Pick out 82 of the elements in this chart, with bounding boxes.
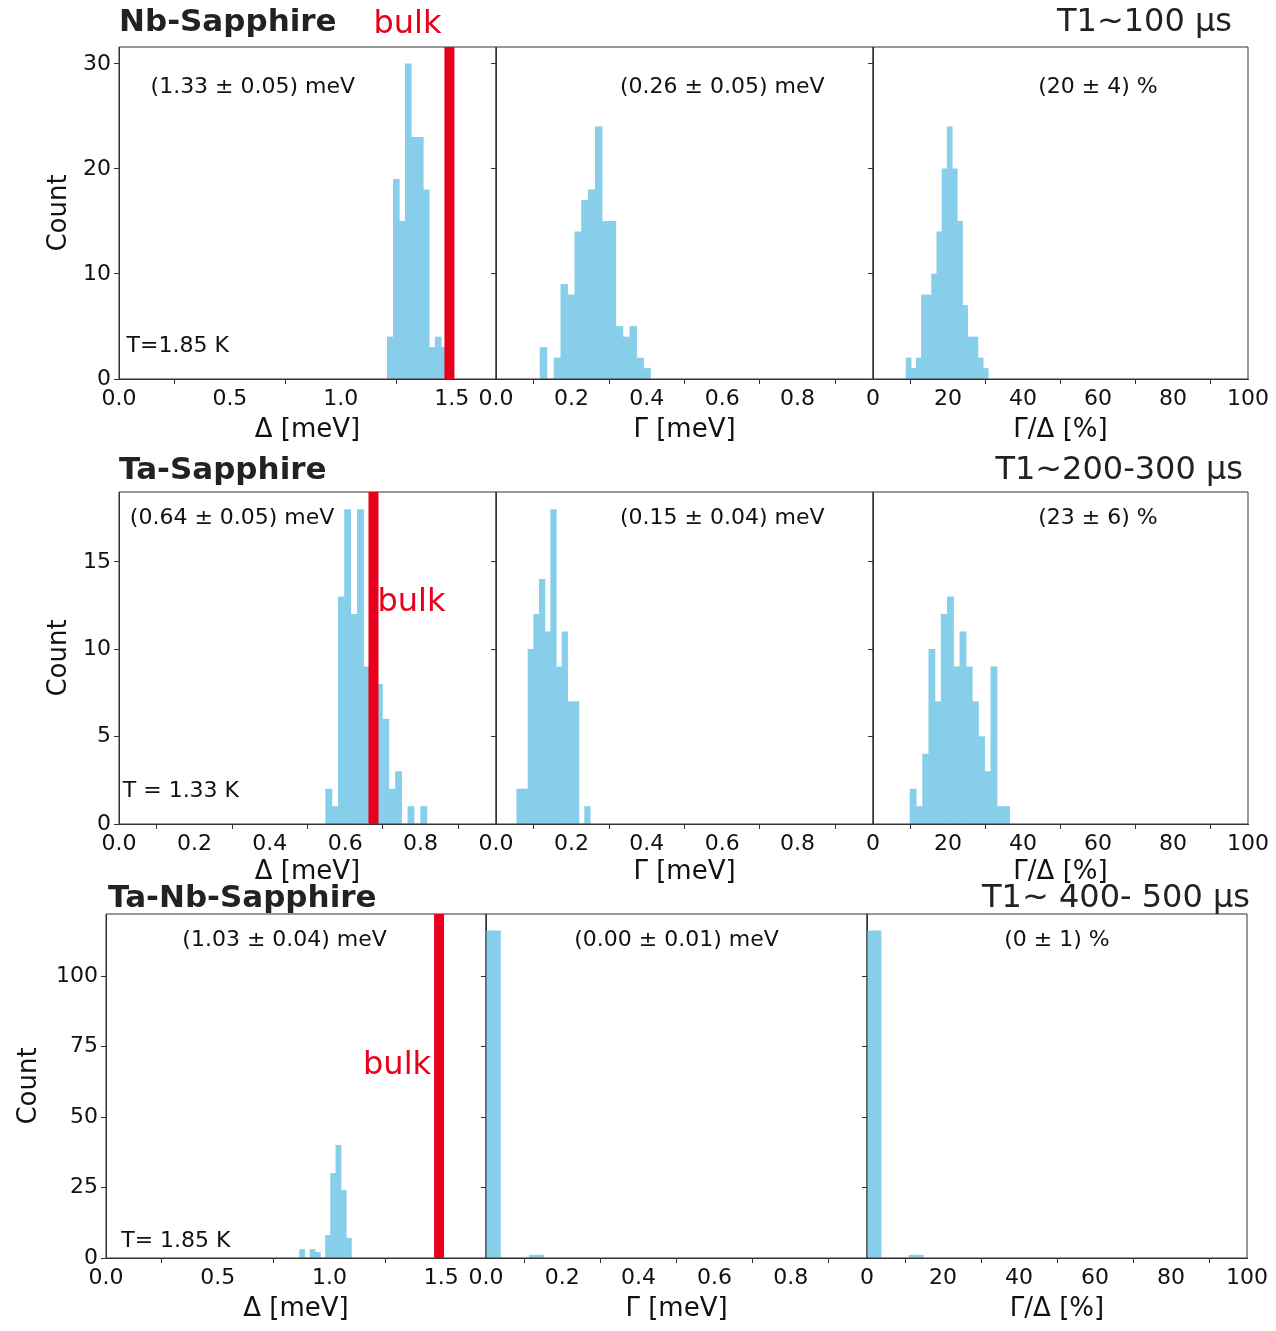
y-tick-label: 15 [83,547,111,573]
x-tick-label: 0.8 [780,384,816,410]
annotation: (23 ± 6) % [1038,504,1158,530]
x-tick-label: 0.0 [468,1263,504,1289]
x-tick-label: 0.8 [780,829,816,855]
x-tick-label: 40 [1009,384,1037,410]
y-tick-label: 20 [83,154,111,180]
x-tick-label: 80 [1157,1263,1185,1289]
x-tick-label: 20 [934,384,962,410]
x-tick-label: 0.6 [327,829,363,855]
y-tick-label: 10 [83,259,111,285]
x-tick-label: 0.2 [176,829,212,855]
x-axis-title: Γ [meV] [633,413,736,444]
x-axis-title: Δ [meV] [243,1292,349,1323]
x-tick-label: 0 [866,384,880,410]
x-tick-label: 0.4 [620,1263,656,1289]
x-tick-label: 100 [1226,1263,1268,1289]
x-tick-label: 20 [934,829,962,855]
x-tick-label: 0.2 [553,829,589,855]
x-tick-label: 0.4 [252,829,288,855]
x-tick-label: 0.8 [773,1263,809,1289]
x-axis-title: Γ/Δ [%] [1009,1292,1105,1323]
x-tick-label: 80 [1159,384,1187,410]
annotation: (1.33 ± 0.05) meV [150,72,356,98]
x-tick-label: 0.2 [553,384,589,410]
chart-title: Ta-Sapphire [119,449,327,488]
x-tick-label: 0.4 [629,829,665,855]
x-tick-label: 0.4 [629,384,665,410]
x-axis-title: Γ [meV] [633,855,736,886]
chart-title: T1~200-300 μs [995,448,1243,488]
x-tick-label: 60 [1084,829,1112,855]
chart-title: T1~100 μs [1057,0,1232,40]
annotation: (20 ± 4) % [1038,72,1158,98]
x-tick-label: 80 [1159,829,1187,855]
x-tick-label: 0.6 [704,829,740,855]
annotation: (0.00 ± 0.01) meV [574,925,779,951]
x-tick-label: 0 [866,829,880,855]
annotation: (0.64 ± 0.05) meV [129,504,335,530]
x-tick-label: 100 [1227,384,1269,410]
y-axis-title: Count [42,174,73,252]
y-tick-label: 25 [70,1173,98,1199]
x-tick-label: 100 [1227,829,1269,855]
annotation: (1.03 ± 0.04) meV [182,925,387,951]
x-axis-title: Γ [meV] [625,1292,728,1323]
y-tick-label: 30 [83,49,111,75]
annotation: T = 1.33 K [121,776,240,802]
annotation: (0.15 ± 0.04) meV [619,504,825,530]
x-axis-title: Δ [meV] [254,413,361,444]
x-axis-title: Γ/Δ [%] [1013,413,1108,444]
x-tick-label: 40 [1009,829,1037,855]
x-tick-label: 0.0 [478,829,514,855]
annotation: (0 ± 1) % [1004,925,1110,951]
x-tick-label: 1.0 [312,1263,348,1289]
x-tick-label: 0.6 [697,1263,733,1289]
x-tick-label: 1.0 [323,384,359,410]
x-tick-label: 20 [929,1263,957,1289]
y-tick-label: 75 [70,1032,98,1058]
y-axis-title: Count [42,619,73,697]
y-tick-label: 50 [70,1102,98,1128]
annotation: T=1.85 K [125,331,230,357]
x-tick-label: 0.5 [200,1263,236,1289]
ref-line-label: bulk [377,581,446,620]
x-tick-label: 1.5 [423,1263,459,1289]
x-tick-label: 40 [1005,1263,1033,1289]
x-tick-label: 0.8 [403,829,439,855]
ref-line-label: bulk [363,1043,432,1082]
y-tick-label: 100 [56,961,98,987]
x-tick-label: 0.0 [478,384,514,410]
x-tick-label: 0.5 [212,384,248,410]
x-tick-label: 0.2 [544,1263,580,1289]
y-tick-label: 10 [83,634,111,660]
x-tick-label: 60 [1081,1263,1109,1289]
chart-title: Nb-Sapphire [119,1,337,40]
y-tick-label: 5 [97,722,111,748]
y-axis-title: Count [12,1047,43,1125]
x-tick-label: 1.5 [434,384,470,410]
x-tick-label: 0.6 [704,384,740,410]
annotation: T= 1.85 K [120,1226,232,1252]
ref-line-label: bulk [373,3,442,42]
x-tick-label: 60 [1084,384,1112,410]
annotation: (0.26 ± 0.05) meV [619,72,825,98]
x-tick-label: 0 [860,1263,874,1289]
